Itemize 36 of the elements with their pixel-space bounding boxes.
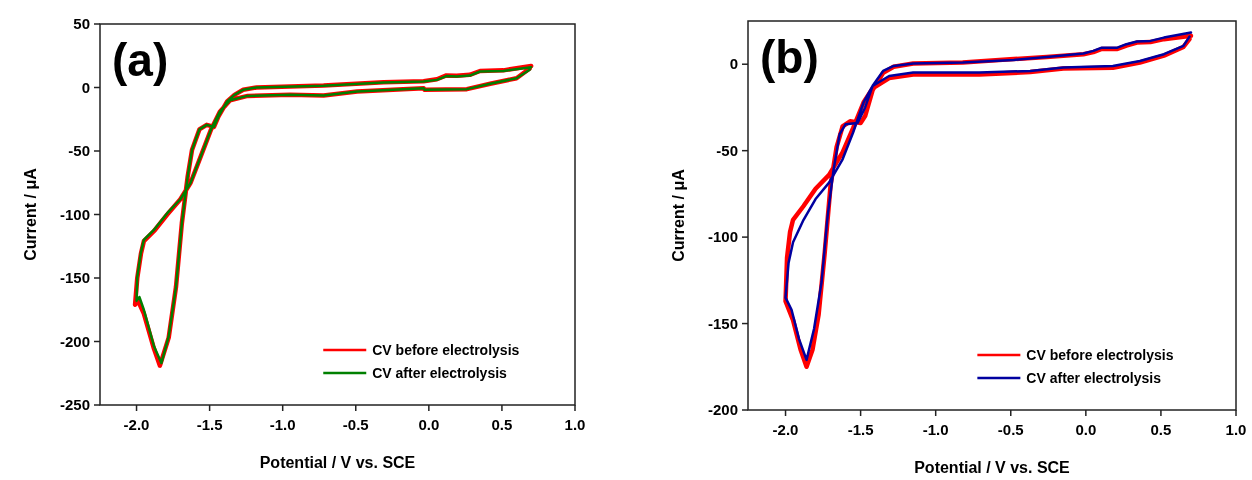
y-tick-label: -50 [68,142,90,159]
y-tick-label: -200 [59,332,90,350]
y-tick-label: -100 [59,205,90,223]
y-tick-label: -250 [59,396,90,413]
y-tick-label: -50 [716,141,738,159]
y-tick-label: 0 [729,55,738,73]
x-tick-label: 0.0 [418,416,440,433]
y-tick-label: -150 [707,314,738,332]
x-tick-label: -2.0 [123,416,150,433]
y-tick-label: -100 [707,228,738,246]
x-tick-label: -0.5 [997,421,1024,438]
x-tick-label: -1.5 [196,416,223,433]
y-axis-title: Current / μA [670,168,687,262]
chart-title: (b) [760,31,819,83]
x-tick-label: -1.5 [847,421,874,438]
legend-label: CV before electrolysis [1026,347,1174,363]
x-tick-label: -1.0 [922,421,949,438]
x-tick-label: 1.0 [564,416,586,433]
x-tick-label: -2.0 [772,421,799,438]
x-tick-label: 0.0 [1075,421,1097,438]
x-tick-label: -0.5 [342,416,369,433]
chart-title: (a) [112,34,169,86]
y-tick-label: 50 [73,15,90,32]
x-tick-label: 0.5 [491,416,513,433]
y-tick-label: -150 [59,269,90,286]
y-tick-label: -200 [707,401,738,418]
x-tick-label: -1.0 [269,416,296,433]
legend-label: CV after electrolysis [1026,370,1162,386]
y-axis-title: Current / μA [22,167,39,261]
x-tick-label: 1.0 [1225,421,1247,438]
x-axis-title: Potential / V vs. SCE [914,459,1071,476]
legend-label: CV after electrolysis [372,365,508,381]
legend-label: CV before electrolysis [372,342,520,358]
y-tick-label: 0 [81,78,90,96]
x-tick-label: 0.5 [1150,421,1172,438]
x-axis-title: Potential / V vs. SCE [259,454,416,471]
